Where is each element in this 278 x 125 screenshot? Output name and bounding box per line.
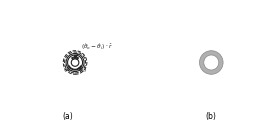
Circle shape [200,51,223,74]
Wedge shape [72,57,78,59]
Text: (a): (a) [62,112,73,121]
Text: $(\dot{\theta}_o - \dot{\theta}_i)$: $(\dot{\theta}_o - \dot{\theta}_i)$ [63,64,87,75]
Text: $(\dot{\theta}_o - \dot{\theta}_i)\cdot\hat{r}$: $(\dot{\theta}_o - \dot{\theta}_i)\cdot\… [81,41,113,52]
Circle shape [204,55,219,70]
Text: (b): (b) [206,112,217,121]
